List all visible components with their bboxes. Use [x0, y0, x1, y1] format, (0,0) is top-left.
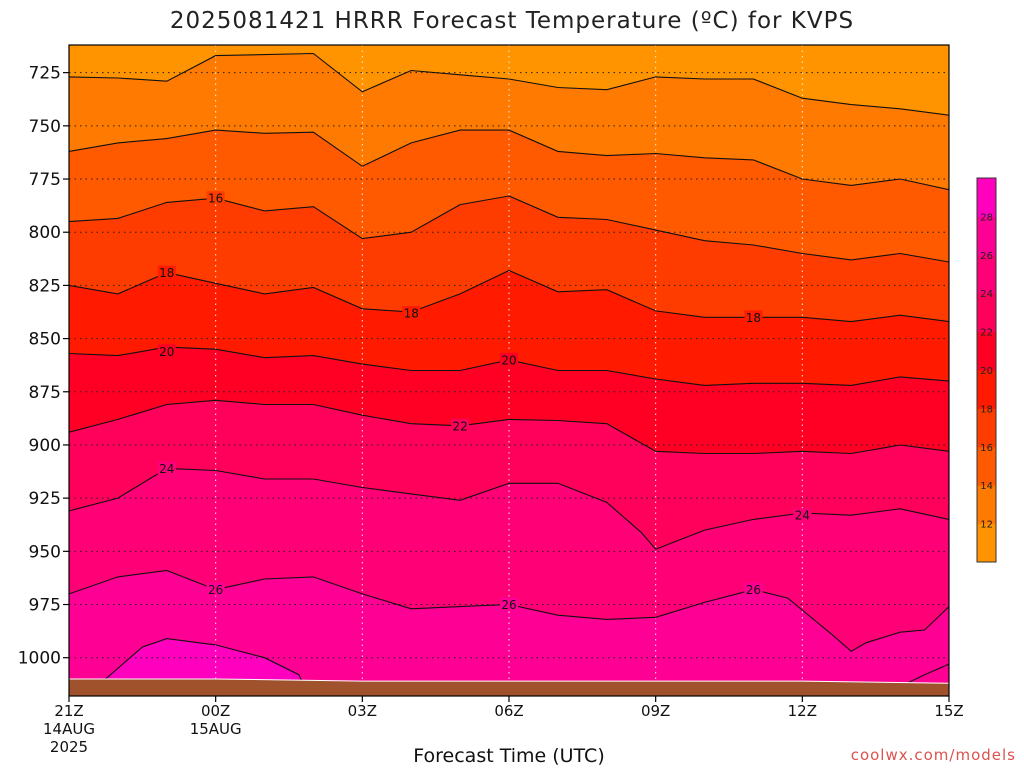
colorbar-band-28: [977, 178, 996, 217]
x-tick-label-06Z: 06Z: [494, 702, 523, 720]
colorbar-band-18: [977, 370, 996, 409]
y-tick-label-775: 775: [29, 170, 61, 190]
contour-26: [69, 569, 949, 652]
contour-label-24: 24: [795, 509, 810, 523]
plot-area: 16 18 18 18 20 20 22 24 24 26 26 26: [69, 45, 949, 696]
y-axis: 725 750 775 800 825 850 875 900 925 950 975 1000: [18, 64, 69, 669]
x-tick-date: 15AUG: [190, 720, 242, 738]
x-tick-label-00Z: 00Z: [201, 702, 230, 720]
y-tick-label-725: 725: [29, 64, 61, 84]
contour-label-bg: [451, 418, 470, 432]
y-tick-label-950: 950: [29, 542, 61, 562]
contour-label-bg: [157, 461, 176, 475]
x-tick-label-15Z: 15Z: [934, 702, 963, 720]
y-tick-label-1000: 1000: [18, 649, 61, 669]
contour-label-bg: [157, 265, 176, 279]
y-tick-label-900: 900: [29, 436, 61, 456]
ground-layer: [69, 678, 949, 696]
colorbar-band-20: [977, 331, 996, 371]
credit-text: coolwx.com/models: [851, 746, 1016, 764]
x-axis-label: Forecast Time (UTC): [413, 745, 604, 767]
band-above-26: [69, 570, 949, 696]
y-tick-label-825: 825: [29, 276, 61, 296]
contour-label-bg: [500, 352, 518, 366]
contour-label-bg: [500, 597, 518, 611]
colorbar-label-20: 20: [980, 366, 993, 377]
contour-label-bg: [402, 306, 421, 320]
contour-22: [69, 399, 949, 455]
contour-label-18: 18: [159, 266, 174, 280]
colorbar-band-16: [977, 408, 996, 448]
contour-18: [69, 269, 949, 323]
colorbar-frame: [976, 177, 997, 563]
x-tick-label-03Z: 03Z: [348, 702, 377, 720]
colorbar-label-24: 24: [980, 289, 993, 300]
colorbar-label-26: 26: [980, 251, 993, 262]
contour-label-20: 20: [159, 345, 174, 359]
contour-14: [69, 129, 949, 191]
contour-label-16: 16: [208, 192, 223, 206]
contour-28: [102, 638, 305, 686]
colorbar-label-16: 16: [980, 443, 993, 454]
y-tick-label-875: 875: [29, 383, 61, 403]
chart-title: 2025081421 HRRR Forecast Temperature (ºC…: [170, 8, 854, 34]
contour-label-bg: [793, 508, 812, 522]
contour-label-18: 18: [404, 307, 419, 321]
contour-12: [69, 52, 949, 116]
x-tick-label-21Z: 21Z: [54, 702, 83, 720]
x-tick-date: 14AUG: [43, 720, 95, 738]
y-tick-label-850: 850: [29, 330, 61, 350]
contour-label-bg: [744, 310, 763, 324]
colorbar-band-12: [977, 485, 996, 525]
colorbar-band-14: [977, 446, 996, 486]
y-tick-label-975: 975: [29, 596, 61, 616]
colorbar-band-26: [977, 216, 996, 256]
y-tick-label-750: 750: [29, 117, 61, 137]
colorbar: 12 14 16 18 20 22 24 26 28: [976, 177, 997, 563]
colorbar-band-10: [977, 523, 996, 563]
contour-label-24: 24: [159, 462, 174, 476]
ground-surface: [69, 678, 949, 696]
contour-label-bg: [157, 344, 176, 358]
contour-label-bg: [744, 582, 763, 596]
contour-labels: 16 18 18 18 20 20 22 24 24 26 26 26: [157, 191, 812, 612]
contour-label-bg: [206, 191, 225, 205]
contour-label-26: 26: [746, 583, 761, 597]
colorbar-label-12: 12: [980, 520, 993, 531]
colorbar-label-22: 22: [980, 328, 993, 339]
band-above-28: [103, 638, 304, 686]
contour-label-18: 18: [746, 311, 761, 325]
contour-label-22: 22: [452, 419, 467, 433]
y-tick-label-800: 800: [29, 223, 61, 243]
contour-label-26: 26: [208, 583, 223, 597]
colorbar-band-24: [977, 254, 996, 294]
y-tick-label-925: 925: [29, 489, 61, 509]
contour-label-26: 26: [501, 598, 516, 612]
contour-label-bg: [206, 582, 225, 596]
colorbar-label-28: 28: [980, 212, 993, 223]
x-tick-label-09Z: 09Z: [641, 702, 670, 720]
x-tick-year: 2025: [50, 738, 88, 756]
x-tick-label-12Z: 12Z: [788, 702, 817, 720]
contour-label-20: 20: [501, 353, 516, 367]
colorbar-label-14: 14: [980, 481, 993, 492]
colorbar-band-22: [977, 293, 996, 333]
colorbar-label-18: 18: [980, 404, 993, 415]
